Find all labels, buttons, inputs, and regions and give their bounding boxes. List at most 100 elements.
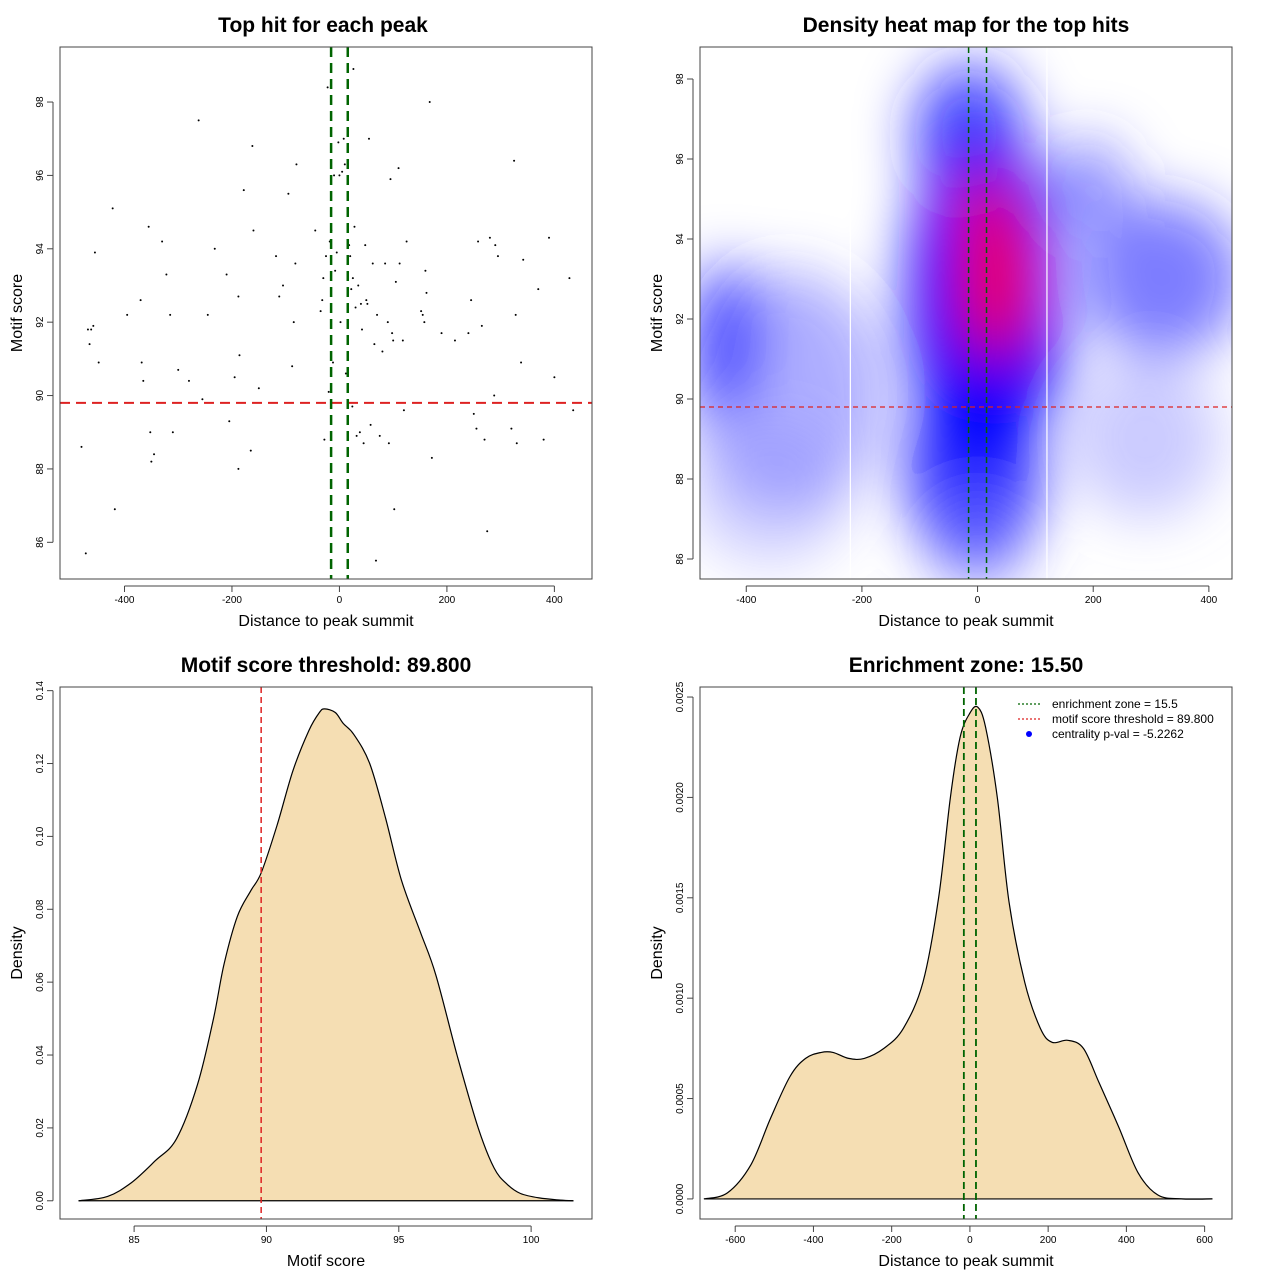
scatter-point [373,343,376,346]
scatter-point [493,394,496,397]
score-density-area [78,708,574,1201]
scatter-point [97,361,100,364]
score-density-xlabel: Motif score [287,1253,365,1270]
score-density-curve [78,708,574,1202]
scatter-point [520,361,523,364]
heatmap-y-tick-label: 88 [675,473,686,485]
scatter-point [319,310,322,313]
scatter-x-tick-label: -400 [114,595,134,606]
scatter-point [513,159,516,162]
heatmap-blob [925,495,1030,579]
heatmap-blob [913,63,1024,207]
scatter-point [292,321,295,324]
scatter-point [93,251,96,254]
distance-density-ylabel: Density [649,926,666,979]
scatter-point [249,449,252,452]
heatmap-density [700,47,1232,579]
distance-density-x-tick-label: 600 [1196,1235,1213,1246]
scatter-point [475,427,478,430]
scatter-point [333,174,336,177]
scatter-point [323,438,326,441]
scatter-point [376,313,379,316]
heatmap-blob [700,423,851,567]
scatter-point [355,434,358,437]
scatter-point [371,262,374,265]
scatter-point [361,328,364,331]
scatter-point [553,376,556,379]
scatter-point [472,412,475,415]
distance-density-xlabel: Distance to peak summit [878,1253,1054,1270]
scatter-point [338,174,341,177]
scatter-point [334,269,337,272]
scatter-point [392,339,395,342]
scatter-y-tick-label: 88 [35,463,46,475]
scatter-point [197,119,200,122]
scatter-point [291,365,294,368]
distance-density-x-tick-label: 0 [967,1235,973,1246]
score-density-y-tick-label: 0.10 [35,826,46,846]
distance-density-x-tick-label: 400 [1118,1235,1135,1246]
distance-density-x-tick-label: -400 [803,1235,823,1246]
distance-density-frame [699,686,1233,1220]
scatter-y-tick-label: 92 [35,316,46,328]
distance-density-x-tick-label: 200 [1040,1235,1057,1246]
scatter-point [354,306,357,309]
heatmap-frame [699,46,1233,580]
score-density-y-tick-label: 0.12 [35,753,46,773]
scatter-point [314,229,317,232]
score-density-ylabel: Density [9,926,26,979]
scatter-point [378,434,381,437]
distance-density-curve [703,705,1213,1200]
scatter-y-axis: 86 88 90 92 94 96 98 [35,96,54,548]
scatter-point [287,192,290,195]
distance-density-y-tick-label: 0.0020 [675,782,686,813]
scatter-point [342,137,345,140]
scatter-point [282,284,285,287]
heatmap-x-axis: -400 -200 0 200 400 [736,585,1218,606]
scatter-point [453,339,456,342]
scatter-point [149,431,152,434]
heatmap-x-tick-label: -200 [852,595,872,606]
scatter-point [494,244,497,247]
heatmap-y-tick-label: 86 [675,553,686,565]
scatter-point [394,280,397,283]
scatter-point [357,284,360,287]
scatter-point [381,350,384,353]
scatter-point [187,379,190,382]
scatter-point [351,277,354,280]
scatter-point [331,361,334,364]
scatter-reference-lines [60,47,592,579]
distance-density-y-tick-label: 0.0015 [675,882,686,913]
score-density-panel: Motif score threshold: 89.800 85 90 95 100 … [9,654,593,1270]
scatter-point [225,273,228,276]
scatter-point [147,225,150,228]
scatter-point [213,247,216,250]
scatter-point [237,295,240,298]
scatter-point [428,101,431,104]
scatter-point [80,445,83,448]
distance-density-y-tick-label: 0.0000 [675,1183,686,1214]
scatter-point [161,240,164,243]
scatter-point [322,277,325,280]
scatter-point [111,207,114,210]
legend-label-threshold: motif score threshold = 89.800 [1052,712,1214,726]
scatter-point [326,86,329,89]
scatter-point [257,387,260,390]
scatter-point [483,438,486,441]
scatter-marks [80,68,575,562]
scatter-point [337,141,340,144]
scatter-point [510,427,513,430]
scatter-point [486,530,489,533]
distance-density-title: Enrichment zone: 15.50 [849,654,1084,677]
scatter-point [522,258,525,261]
scatter-point [398,262,401,265]
scatter-point [374,559,377,562]
distance-density-marks [703,705,1213,1200]
scatter-point [386,321,389,324]
scatter-point [126,313,129,316]
scatter-point [350,288,353,291]
score-density-marks [78,708,574,1202]
heatmap-reference-lines [700,47,1232,579]
scatter-point [343,163,346,166]
distance-density-y-tick-label: 0.0025 [675,681,686,712]
